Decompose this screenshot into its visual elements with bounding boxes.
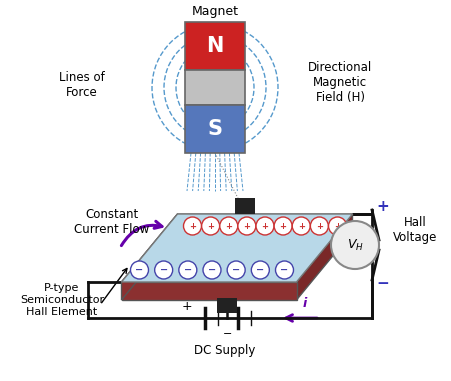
- Text: +: +: [225, 221, 232, 231]
- Polygon shape: [296, 214, 353, 300]
- Text: −: −: [376, 275, 389, 290]
- Circle shape: [310, 217, 328, 235]
- Circle shape: [238, 217, 256, 235]
- Polygon shape: [121, 214, 353, 282]
- Text: +: +: [376, 199, 389, 213]
- Text: +: +: [262, 221, 268, 231]
- Text: Lines of
Force: Lines of Force: [59, 71, 105, 99]
- Circle shape: [179, 261, 197, 279]
- Text: −: −: [281, 265, 289, 275]
- Text: +: +: [280, 221, 287, 231]
- Text: S: S: [207, 119, 222, 139]
- Circle shape: [274, 217, 292, 235]
- Bar: [185, 70, 245, 105]
- Circle shape: [203, 261, 221, 279]
- Text: +: +: [182, 299, 192, 312]
- Text: −: −: [256, 265, 264, 275]
- Text: Constant
Current Flow: Constant Current Flow: [74, 208, 150, 236]
- Text: DC Supply: DC Supply: [194, 344, 256, 357]
- Polygon shape: [121, 214, 178, 300]
- Circle shape: [227, 261, 245, 279]
- Text: Hall
Voltage: Hall Voltage: [393, 216, 437, 244]
- Text: +: +: [316, 221, 323, 231]
- Bar: [185, 105, 245, 153]
- Text: −: −: [135, 265, 143, 275]
- Circle shape: [202, 217, 220, 235]
- Text: Directional
Magnetic
Field (H): Directional Magnetic Field (H): [308, 61, 372, 104]
- Text: Magnet: Magnet: [192, 5, 239, 18]
- Circle shape: [130, 261, 148, 279]
- Polygon shape: [121, 282, 296, 300]
- Circle shape: [251, 261, 269, 279]
- Circle shape: [220, 217, 238, 235]
- Text: $V_H$: $V_H$: [346, 237, 364, 253]
- Text: +: +: [189, 221, 196, 231]
- Text: N: N: [206, 36, 224, 56]
- Text: −: −: [160, 265, 168, 275]
- Text: −: −: [184, 265, 192, 275]
- Text: −: −: [232, 265, 240, 275]
- Circle shape: [276, 261, 294, 279]
- Bar: [235, 198, 255, 214]
- Circle shape: [328, 217, 346, 235]
- Text: −: −: [208, 265, 216, 275]
- Polygon shape: [121, 214, 353, 282]
- Text: +: +: [298, 221, 305, 231]
- Text: P-type
Semiconductor
Hall Element: P-type Semiconductor Hall Element: [20, 283, 104, 317]
- Bar: [217, 298, 237, 313]
- Text: +: +: [207, 221, 214, 231]
- Bar: [185, 22, 245, 70]
- Text: +: +: [244, 221, 250, 231]
- Text: −: −: [223, 329, 233, 339]
- Circle shape: [155, 261, 173, 279]
- Text: +: +: [334, 221, 341, 231]
- Circle shape: [331, 221, 379, 269]
- Circle shape: [256, 217, 274, 235]
- Text: i: i: [303, 297, 307, 310]
- Circle shape: [184, 217, 202, 235]
- Circle shape: [292, 217, 310, 235]
